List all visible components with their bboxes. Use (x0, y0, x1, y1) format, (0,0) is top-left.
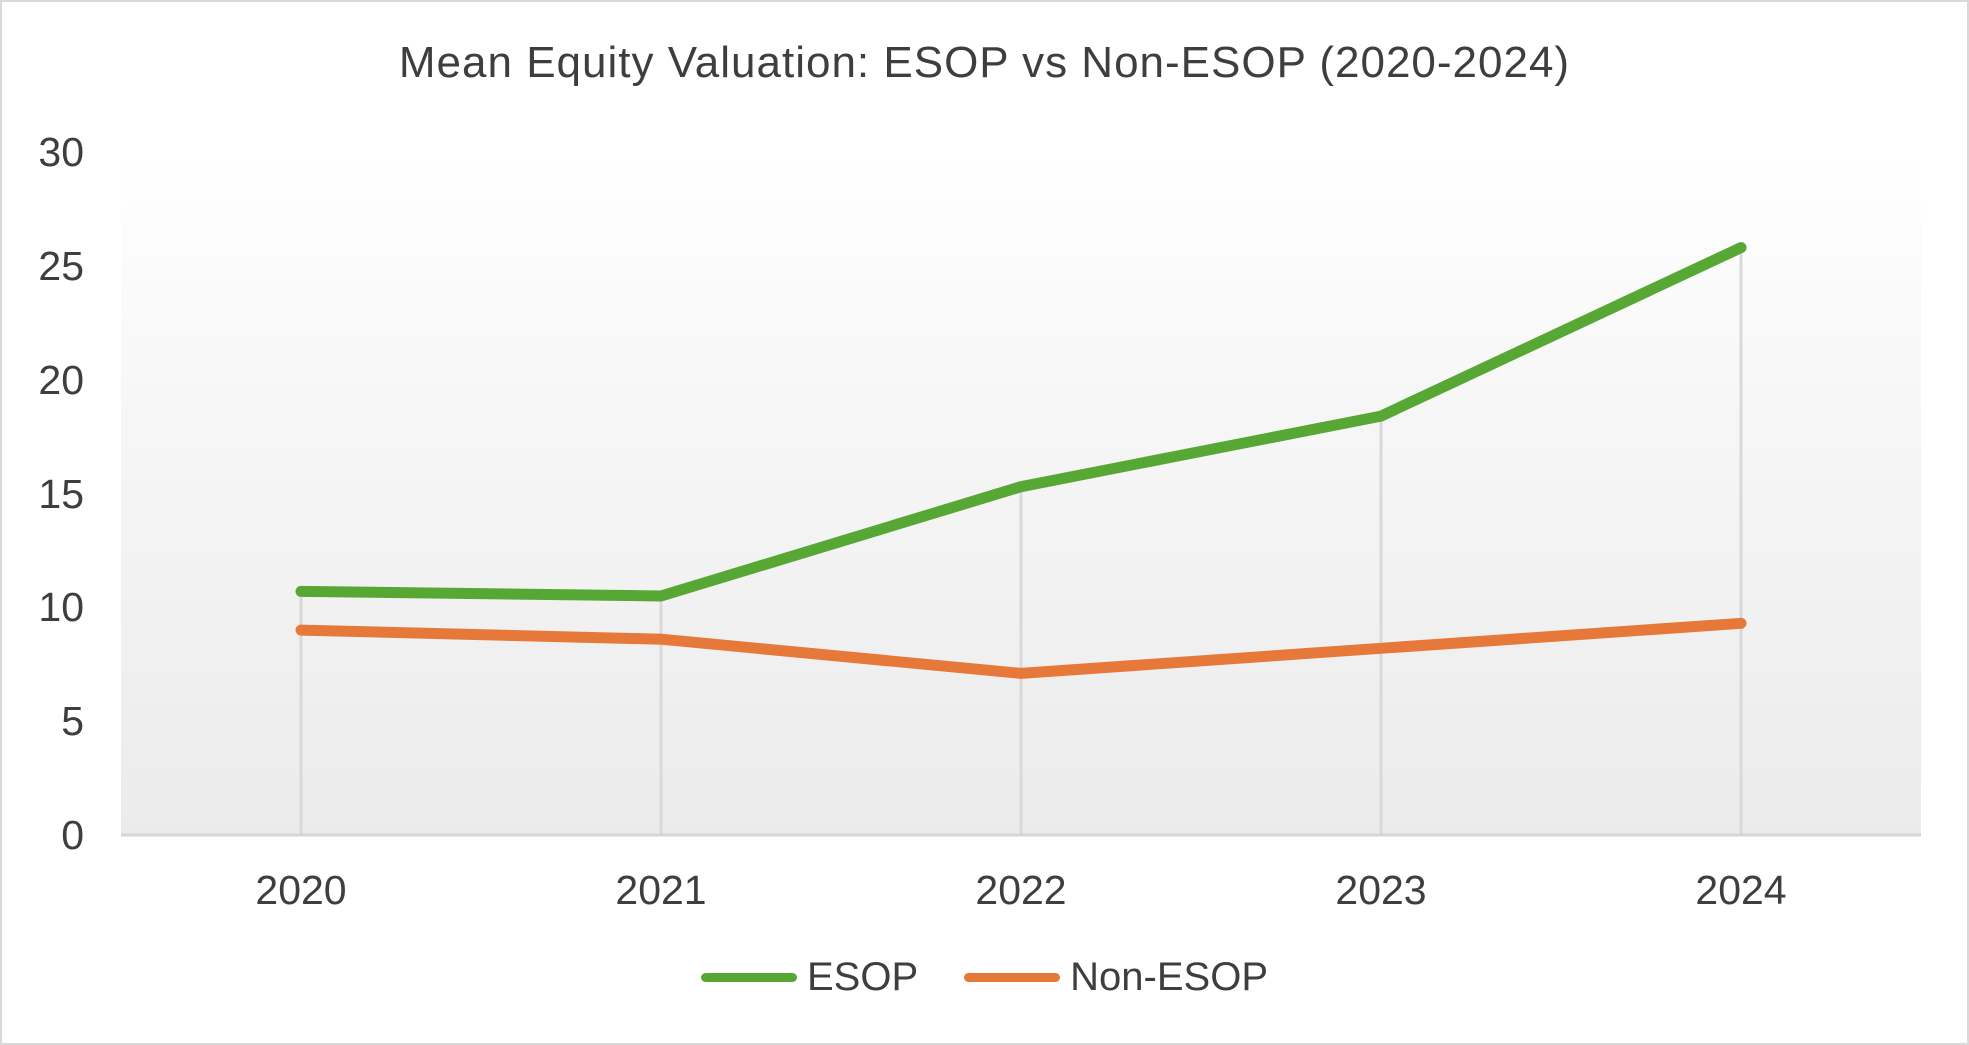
non-esop-legend-swatch (964, 972, 1061, 982)
chart-title: Mean Equity Valuation: ESOP vs Non-ESOP … (398, 38, 1571, 87)
non-esop-line (295, 617, 1747, 679)
esop-line (295, 242, 1747, 602)
y-axis-tick-label: 5 (61, 698, 84, 744)
y-axis: 0 5 10 15 20 25 30 (2, 2, 84, 1043)
legend-item-esop: ESOP (700, 953, 919, 1001)
legend: ESOP Non-ESOP (2, 953, 1967, 1001)
y-axis-tick-label: 20 (38, 357, 84, 403)
esop-legend-swatch (700, 972, 797, 982)
non-esop-legend-label: Non-ESOP (1070, 955, 1268, 999)
y-axis-tick-label: 15 (38, 471, 84, 517)
legend-item-non-esop: Non-ESOP (964, 953, 1268, 1001)
esop-legend-label: ESOP (806, 955, 919, 999)
y-axis-tick-label: 25 (38, 243, 84, 289)
y-axis-tick-label: 0 (61, 812, 84, 858)
y-axis-tick-label: 30 (38, 129, 84, 175)
y-axis-tick-label: 10 (38, 584, 84, 630)
